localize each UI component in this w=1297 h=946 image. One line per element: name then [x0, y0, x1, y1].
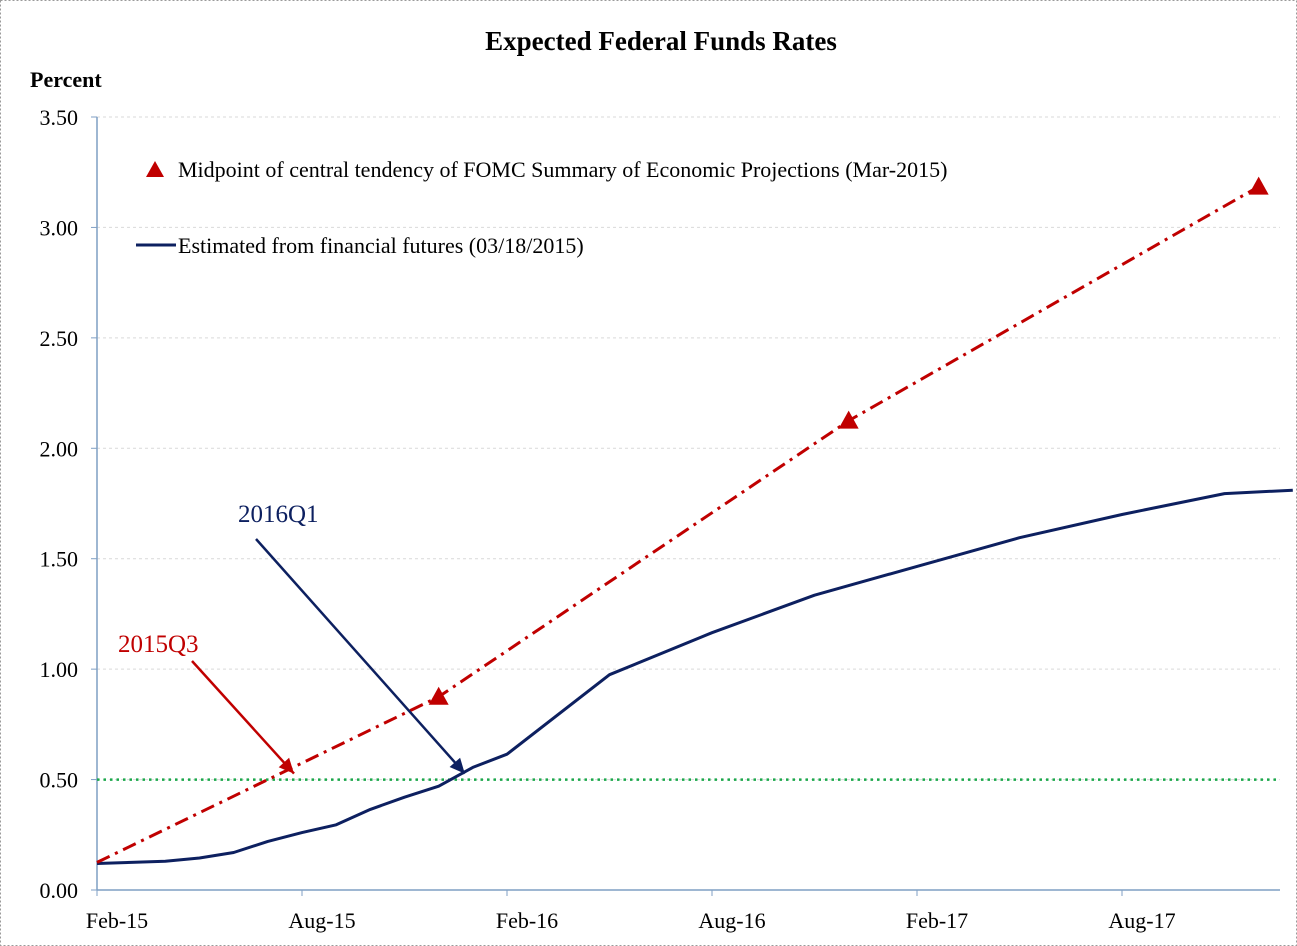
series-line-0 [96, 488, 1293, 865]
y-tick-label: 2.50 [40, 326, 79, 351]
x-tick-label: Aug-17 [1108, 908, 1175, 933]
y-tick-label: 1.00 [40, 657, 79, 682]
legend-label-futures: Estimated from financial futures (03/18/… [178, 233, 584, 258]
x-tick-label: Feb-17 [906, 908, 968, 933]
y-tick-label: 1.50 [40, 547, 79, 572]
legend-marker-fomc [146, 161, 164, 177]
annotation-arrowhead [449, 757, 465, 774]
grid-lines [97, 116, 1280, 781]
annotation-label: 2015Q3 [118, 631, 199, 658]
chart-title: Expected Federal Funds Rates [485, 26, 837, 56]
x-tick-label: Aug-15 [288, 908, 355, 933]
series-marker [428, 686, 449, 705]
annotation-label: 2016Q1 [238, 501, 319, 528]
series-marker [1248, 176, 1269, 195]
annotation-arrow-line [191, 660, 295, 775]
y-tick-label: 3.00 [40, 215, 79, 240]
x-tick-label: Feb-16 [496, 908, 558, 933]
legend-label-fomc: Midpoint of central tendency of FOMC Sum… [178, 157, 947, 182]
series-line-1 [96, 185, 1260, 864]
annotation-arrowhead [278, 757, 294, 774]
annotation-arrow-line [255, 538, 466, 775]
y-axis-label: Percent [30, 67, 102, 92]
axes: 0.00 0.50 1.00 1.50 2.00 2.50 3.00 3.50 Feb-15 Au… [40, 105, 1280, 933]
legend: Midpoint of central tendency of FOMC Sum… [136, 157, 947, 258]
series-marker [838, 410, 859, 429]
y-tick-label: 2.00 [40, 436, 79, 461]
x-tick-label: Aug-16 [698, 908, 765, 933]
annotation-layer: 2015Q3 2016Q1 [118, 501, 466, 775]
y-tick-label: 0.50 [40, 768, 79, 793]
y-tick-label: 0.00 [40, 878, 79, 903]
y-tick-label: 3.50 [40, 105, 79, 130]
series-layer [96, 176, 1293, 865]
x-tick-label: Feb-15 [86, 908, 148, 933]
